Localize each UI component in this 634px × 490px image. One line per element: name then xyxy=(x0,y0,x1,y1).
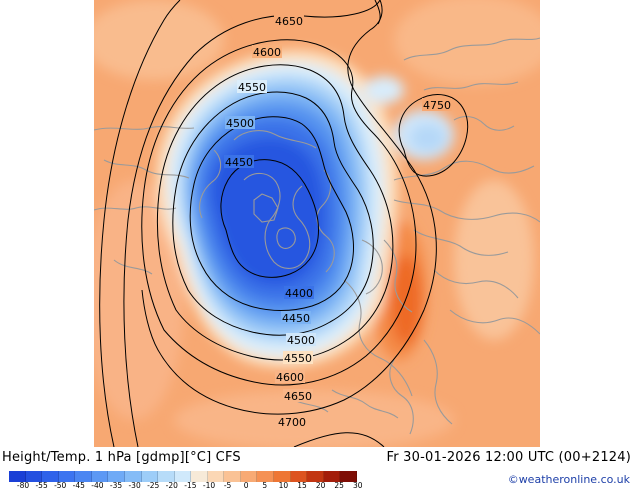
label-4700: 4700 xyxy=(278,416,306,429)
colorbar-cell xyxy=(207,471,225,482)
colorbar-tick-label: -45 xyxy=(72,481,85,490)
label-4450-top: 4450 xyxy=(225,156,253,169)
colorbar-cell xyxy=(274,471,291,482)
colorbar-cell xyxy=(9,471,26,482)
colorbar-tick-label: -40 xyxy=(91,481,104,490)
contour-4450 xyxy=(189,116,354,311)
colorbar-cell xyxy=(75,471,92,482)
colorbar-tick-label: -35 xyxy=(109,481,123,490)
colorbar-tick-label: -80 xyxy=(16,481,30,490)
label-4650-bot: 4650 xyxy=(284,390,312,403)
colorbar-cell xyxy=(42,471,59,482)
label-4400: 4400 xyxy=(285,287,313,300)
colorbar-tick-label: 20 xyxy=(315,481,326,490)
valid-time: Fr 30-01-2026 12:00 UTC (00+2124) xyxy=(386,450,631,465)
label-4650-top: 4650 xyxy=(275,15,303,28)
colorbar-cell xyxy=(240,471,258,482)
label-4550-bot: 4550 xyxy=(284,352,312,365)
colorbar-cell xyxy=(340,471,357,482)
colorbar-tick-label: -50 xyxy=(54,481,67,490)
colorbar-cell xyxy=(58,471,76,482)
colorbar xyxy=(9,471,357,482)
label-4450-bot: 4450 xyxy=(282,312,310,325)
colorbar-tick-label: -25 xyxy=(147,481,160,490)
colorbar-cell xyxy=(108,471,125,482)
weather-map: 4650 4600 4550 4500 4450 4750 4400 4450 … xyxy=(94,0,540,447)
colorbar-cell xyxy=(25,471,43,482)
colorbar-tick-label: 0 xyxy=(243,481,249,490)
colorbar-tick-label: 10 xyxy=(278,481,289,490)
label-4500-top: 4500 xyxy=(226,117,254,130)
map-title: Height/Temp. 1 hPa [gdmp][°C] CFS xyxy=(2,450,241,465)
colorbar-tick-label: -10 xyxy=(202,481,216,490)
coastlines xyxy=(94,37,540,435)
colorbar-cell xyxy=(257,471,274,482)
colorbar-cell xyxy=(141,471,159,482)
colorbar-tick-label: 15 xyxy=(297,481,307,490)
colorbar-cell xyxy=(307,471,324,482)
colorbar-ticks: -80 -55 -50 -45 -40 -35 -30 -25 -20 -15 -10 -5 0 5 10 1… xyxy=(9,482,369,490)
colorbar-cell xyxy=(224,471,241,482)
colorbar-cell xyxy=(158,471,175,482)
colorbar-tick-label: -20 xyxy=(165,481,178,490)
contour-4700 xyxy=(99,0,181,447)
colorbar-tick-label: -15 xyxy=(184,481,197,490)
colorbar-tick-label: -5 xyxy=(223,481,232,490)
map-svg: 4650 4600 4550 4500 4450 4750 4400 4450 … xyxy=(94,0,540,447)
label-4550-top: 4550 xyxy=(238,81,266,94)
colorbar-cell xyxy=(91,471,109,482)
colorbar-cell xyxy=(174,471,192,482)
label-4600-top: 4600 xyxy=(253,46,281,59)
label-4600-bot: 4600 xyxy=(276,371,304,384)
colorbar-tick-label: 5 xyxy=(262,481,268,490)
contour-4650 xyxy=(123,0,437,447)
colorbar-tick-label: 30 xyxy=(353,481,363,490)
colorbar-tick-label: 25 xyxy=(334,481,344,490)
colorbar-tick-label: -30 xyxy=(128,481,141,490)
label-4500-bot: 4500 xyxy=(287,334,315,347)
contour-4600 xyxy=(141,39,417,386)
colorbar-cell xyxy=(191,471,208,482)
colorbar-cell xyxy=(323,471,341,482)
label-4750: 4750 xyxy=(423,99,451,112)
copyright-link[interactable]: ©weatheronline.co.uk xyxy=(507,473,630,486)
contour-4750 xyxy=(398,94,469,177)
contour-labels: 4650 4600 4550 4500 4450 4750 4400 4450 … xyxy=(224,14,452,429)
colorbar-tick-label: -55 xyxy=(35,481,48,490)
colorbar-cell xyxy=(290,471,308,482)
colorbar-cell xyxy=(124,471,142,482)
contour-4400 xyxy=(220,159,319,278)
